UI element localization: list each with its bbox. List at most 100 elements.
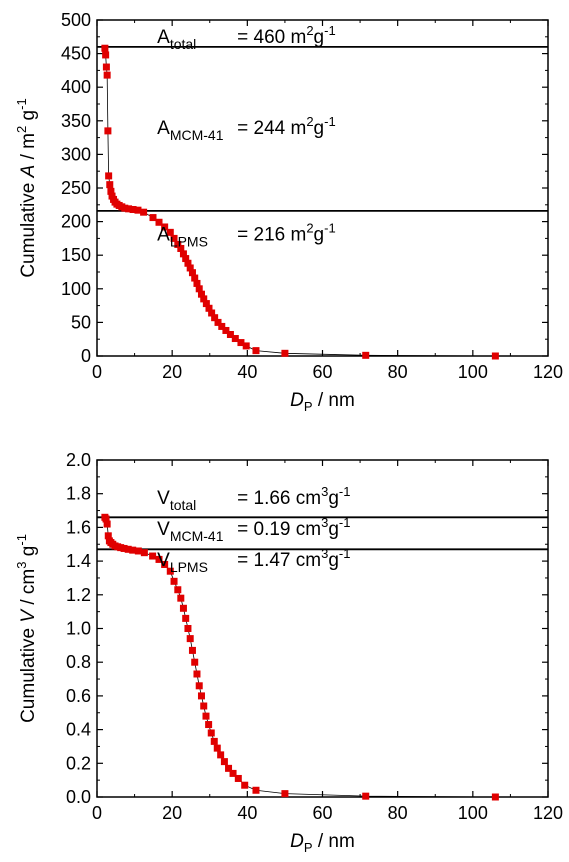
data-point xyxy=(179,250,187,258)
x-tick-label: 100 xyxy=(458,362,488,382)
data-point xyxy=(177,244,185,252)
data-point xyxy=(170,234,178,242)
annotation-symbol: V xyxy=(157,519,170,540)
data-point xyxy=(166,567,174,575)
data-point xyxy=(121,204,129,212)
data-point xyxy=(155,218,163,226)
data-point xyxy=(184,259,192,267)
annotation-sup: 3 xyxy=(321,546,328,561)
data-point xyxy=(281,349,289,357)
annotation-unit: g xyxy=(314,224,325,245)
data-point xyxy=(491,793,499,801)
y-axis-label-tail: g xyxy=(18,546,39,562)
x-axis-label: DP / nm xyxy=(290,831,355,855)
annotation-value: = 460 m xyxy=(237,27,306,48)
data-point xyxy=(186,635,194,643)
data-point xyxy=(161,223,169,231)
x-tick-label: 60 xyxy=(312,362,332,382)
x-tick-label: 120 xyxy=(533,803,563,823)
x-tick-label: 0 xyxy=(92,362,102,382)
y-tick-label: 450 xyxy=(61,44,91,64)
x-axis-label-sub: P xyxy=(304,399,313,414)
x-tick-label: 40 xyxy=(237,803,257,823)
y-tick-label: 400 xyxy=(61,77,91,97)
plot-frame xyxy=(96,19,549,357)
y-axis-label-tail: g xyxy=(18,110,39,126)
annotation-symbol: V xyxy=(157,488,170,509)
y-axis-label-sup: 3 xyxy=(14,562,29,569)
data-point xyxy=(177,594,185,602)
data-point xyxy=(103,71,111,79)
annotation-sup2: -1 xyxy=(339,546,351,561)
data-point xyxy=(226,330,234,338)
x-axis-label-var: D xyxy=(290,831,304,852)
annotation-unit: g xyxy=(328,488,339,509)
x-tick-label: 0 xyxy=(92,803,102,823)
y-tick-label: 300 xyxy=(61,144,91,164)
plot-frame xyxy=(96,459,549,798)
y-tick-label: 0.6 xyxy=(66,686,91,706)
data-point xyxy=(170,577,178,585)
annotation-lpms: ALPMS = 216 m2g-1 xyxy=(157,220,336,249)
annotation-value: = 0.19 cm xyxy=(237,519,321,540)
data-point xyxy=(179,604,187,612)
annotation-subscript: LPMS xyxy=(170,233,208,249)
annotation-subscript: total xyxy=(170,497,196,513)
x-axis-label-unit: / nm xyxy=(313,831,355,852)
data-point xyxy=(191,274,199,282)
y-axis-label-sup: 2 xyxy=(14,126,29,133)
x-tick-label: 40 xyxy=(237,362,257,382)
data-point xyxy=(231,335,239,343)
annotation-lpms: VLPMS = 1.47 cm3g-1 xyxy=(157,546,350,575)
annotation-total: Vtotal = 1.66 cm3g-1 xyxy=(157,484,350,513)
annotation-symbol: A xyxy=(157,118,170,139)
annotation-mcm-41: VMCM-41 = 0.19 cm3g-1 xyxy=(157,515,350,544)
data-point xyxy=(200,295,208,303)
annotation-sup2: -1 xyxy=(324,220,336,235)
annotation-subscript: LPMS xyxy=(170,559,208,575)
annotation-value: = 1.66 cm xyxy=(237,488,321,509)
data-point xyxy=(193,670,201,678)
annotation-subscript: MCM-41 xyxy=(170,127,224,143)
data-point xyxy=(362,792,370,800)
y-axis-label-var: A xyxy=(18,165,39,179)
annotation-subscript: total xyxy=(170,36,196,52)
y-tick-label: 1.6 xyxy=(66,517,91,537)
data-point xyxy=(217,751,225,759)
x-tick-label: 80 xyxy=(388,362,408,382)
annotation-sup2: -1 xyxy=(339,484,351,499)
y-tick-label: 1.0 xyxy=(66,619,91,639)
data-point xyxy=(252,347,260,355)
data-point xyxy=(193,279,201,287)
data-point xyxy=(105,172,113,180)
data-point xyxy=(103,520,111,528)
annotation-sup2: -1 xyxy=(324,23,336,38)
annotation-mcm-41: AMCM-41 = 244 m2g-1 xyxy=(157,114,336,143)
y-tick-label: 0.4 xyxy=(66,720,91,740)
data-point xyxy=(218,322,226,330)
annotation-symbol: A xyxy=(157,224,170,245)
data-point xyxy=(186,264,194,272)
data-point xyxy=(195,682,203,690)
y-tick-label: 100 xyxy=(61,279,91,299)
y-tick-label: 1.8 xyxy=(66,484,91,504)
data-point xyxy=(222,326,230,334)
data-point xyxy=(102,515,110,523)
x-axis-label-sub: P xyxy=(304,840,313,855)
data-point xyxy=(188,646,196,654)
annotation-unit: g xyxy=(328,519,339,540)
data-point xyxy=(107,187,115,195)
data-point xyxy=(202,300,210,308)
data-point xyxy=(134,206,142,214)
data-point xyxy=(174,240,182,248)
data-point xyxy=(234,774,242,782)
data-point xyxy=(241,781,249,789)
annotation-sup2: -1 xyxy=(339,515,351,530)
x-axis-label-var: D xyxy=(290,390,304,411)
y-axis-label-sup2: -1 xyxy=(14,534,29,546)
y-tick-label: 2.0 xyxy=(66,450,91,470)
annotation-value: = 216 m xyxy=(237,224,306,245)
y-axis-label-prefix: Cumulative xyxy=(18,177,39,277)
y-tick-label: 200 xyxy=(61,212,91,232)
